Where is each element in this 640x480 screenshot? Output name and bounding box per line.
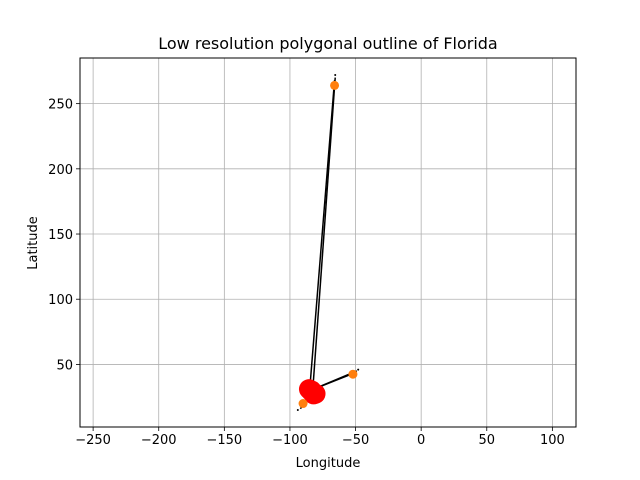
x-tick-label: −100 [272, 433, 308, 448]
y-tick-label: 200 [48, 163, 73, 178]
plot-frame [79, 57, 577, 428]
small-point [330, 80, 340, 90]
x-tick-label: −250 [75, 433, 111, 448]
small-point [298, 399, 308, 409]
large-point [298, 379, 319, 400]
dot-point [334, 73, 337, 76]
y-tick-label: 150 [48, 228, 73, 243]
dot-point [357, 368, 360, 371]
x-tick-label: −50 [342, 433, 369, 448]
x-axis-label: Longitude [296, 456, 361, 471]
x-tick-label: −200 [141, 433, 177, 448]
plot-marks [296, 73, 360, 412]
x-tick-label: 50 [478, 433, 495, 448]
x-tick-label: −150 [206, 433, 242, 448]
y-tick-label: 250 [48, 98, 73, 113]
y-tick-label: 50 [56, 358, 73, 373]
dot-point [296, 409, 299, 412]
chart-title: Low resolution polygonal outline of Flor… [158, 34, 497, 53]
outline-segment [308, 80, 336, 391]
ticks: −250 −200 −150 −100 −50 0 50 100 50 100 150 200 250 [48, 98, 565, 448]
outline-segment [312, 77, 336, 388]
y-axis-label: Latitude [26, 216, 41, 270]
x-tick-label: 100 [540, 433, 565, 448]
grid [80, 58, 576, 427]
y-tick-label: 100 [48, 293, 73, 308]
x-tick-label: 0 [417, 433, 425, 448]
small-point [348, 369, 358, 379]
